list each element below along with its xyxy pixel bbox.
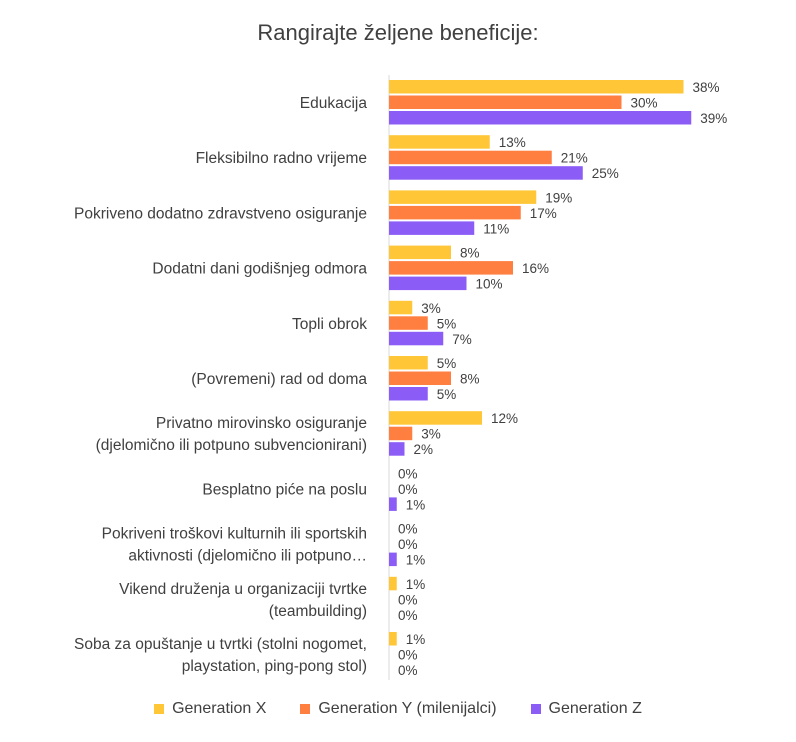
data-label: 30%	[631, 96, 658, 111]
category-label: (Povremeni) rad od doma	[191, 371, 367, 388]
bar	[389, 552, 397, 567]
data-label: 3%	[421, 301, 441, 316]
data-label: 10%	[476, 277, 503, 292]
bar	[389, 261, 513, 275]
bar	[389, 371, 451, 385]
category-label-line: playstation, ping-pong stol)	[182, 658, 367, 675]
data-label: 25%	[592, 166, 619, 181]
category-label-line: Vikend druženja u organizaciji tvrtke	[119, 581, 367, 598]
data-label: 7%	[452, 332, 472, 347]
data-label: 5%	[437, 316, 457, 331]
chart-title: Rangirajte željene beneficije:	[257, 20, 539, 45]
bar	[389, 150, 552, 165]
legend-swatch	[530, 704, 541, 714]
data-label: 1%	[406, 497, 426, 512]
data-label: 11%	[483, 221, 509, 236]
bar	[389, 331, 444, 346]
plot-area: Edukacija 38% 30% 39% Fleksibilno radno vrij…	[74, 80, 727, 678]
bar	[389, 276, 467, 291]
bar	[389, 442, 405, 456]
legend-item: Generation Y (milenijalci)	[300, 700, 497, 718]
bar	[389, 426, 413, 441]
category-label-line: Fleksibilno radno vrijeme	[196, 150, 367, 167]
data-label: 39%	[700, 111, 727, 126]
category-label-line: (Povremeni) rad od doma	[191, 371, 367, 388]
data-label: 0%	[398, 648, 418, 663]
bar	[389, 80, 684, 94]
category-label: Pokriveno dodatno zdravstveno osiguranje	[74, 205, 367, 222]
bar	[389, 632, 397, 646]
category-label: Edukacija	[300, 95, 368, 112]
bar	[389, 576, 397, 591]
category-label: Topli obrok	[292, 316, 367, 333]
category-label-line: Besplatno piće na poslu	[202, 481, 367, 498]
bar	[389, 221, 475, 235]
data-label: 1%	[406, 553, 426, 568]
category-label-line: (djelomično ili potpuno subvencionirani)	[96, 437, 367, 454]
bar	[389, 316, 428, 330]
category-label: Vikend druženja u organizaciji tvrtke (te…	[119, 581, 367, 620]
data-label: 8%	[460, 372, 480, 387]
bar	[389, 497, 397, 511]
category-label-line: aktivnosti (djelomično ili potpuno…	[128, 548, 367, 565]
bar	[389, 245, 451, 260]
data-label: 0%	[398, 482, 418, 497]
bar	[389, 356, 428, 370]
data-label: 17%	[530, 206, 557, 221]
legend-label: Generation Z	[548, 700, 642, 717]
legend-label: Generation Y (milenijalci)	[318, 700, 497, 717]
category-label-line: Soba za opuštanje u tvrtki (stolni nogom…	[74, 636, 367, 653]
category-label: Pokriveni troškovi kulturnih ili sportsk…	[102, 526, 367, 565]
bar	[389, 387, 428, 401]
category-label-line: Edukacija	[300, 95, 368, 112]
data-label: 0%	[398, 466, 418, 481]
data-label: 1%	[406, 632, 426, 647]
category-label: Privatno mirovinsko osiguranje (djelomičn…	[96, 415, 367, 454]
legend-swatch	[154, 704, 165, 714]
category-label: Dodatni dani godišnjeg odmora	[152, 261, 367, 278]
data-label: 0%	[398, 592, 418, 607]
data-label: 16%	[522, 261, 549, 276]
category-label-line: Dodatni dani godišnjeg odmora	[152, 261, 367, 278]
category-label-line: Privatno mirovinsko osiguranje	[156, 415, 367, 432]
data-label: 5%	[437, 356, 457, 371]
data-label: 3%	[421, 427, 441, 442]
bar	[389, 95, 622, 109]
data-label: 2%	[414, 442, 434, 457]
bar	[389, 190, 537, 204]
bar	[389, 411, 482, 425]
legend-label: Generation X	[172, 700, 267, 717]
data-label: 0%	[398, 663, 418, 678]
legend-swatch	[300, 704, 311, 714]
data-label: 38%	[693, 80, 720, 95]
legend-item: Generation X	[154, 700, 266, 718]
category-label: Besplatno piće na poslu	[202, 481, 367, 498]
data-label: 1%	[406, 577, 426, 592]
bar	[389, 111, 692, 125]
category-label: Fleksibilno radno vrijeme	[196, 150, 367, 167]
category-label-line: Topli obrok	[292, 316, 367, 333]
data-label: 0%	[398, 608, 418, 623]
bar	[389, 135, 490, 149]
data-label: 5%	[437, 387, 457, 402]
category-label: Soba za opuštanje u tvrtki (stolni nogom…	[74, 636, 367, 675]
data-label: 0%	[398, 522, 418, 537]
data-label: 19%	[545, 190, 572, 205]
bar	[389, 166, 583, 180]
category-label-line: Pokriveni troškovi kulturnih ili sportsk…	[102, 526, 367, 543]
legend-item: Generation Z	[530, 700, 642, 718]
bar	[389, 205, 521, 220]
data-label: 0%	[398, 537, 418, 552]
data-label: 8%	[460, 246, 480, 261]
data-label: 12%	[491, 411, 518, 426]
legend: Generation X Generation Y (milenijalci) Ge…	[0, 700, 796, 718]
bar	[389, 300, 413, 315]
data-label: 13%	[499, 135, 526, 150]
category-label-line: (teambuilding)	[269, 603, 367, 620]
category-label-line: Pokriveno dodatno zdravstveno osiguranje	[74, 205, 367, 222]
data-label: 21%	[561, 151, 588, 166]
